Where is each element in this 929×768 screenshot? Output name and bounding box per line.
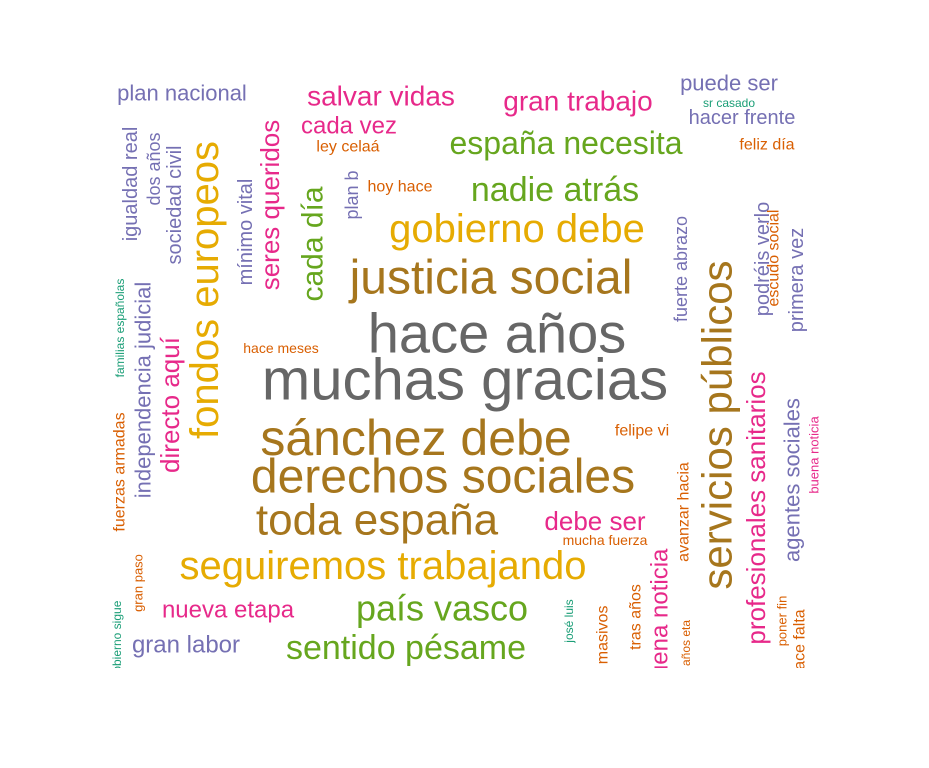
word-buena-noticia: buena noticia — [647, 548, 674, 668]
word-fuerte-abrazo: fuerte abrazo — [671, 216, 691, 322]
word-felipe-vi: felipe vi — [615, 423, 669, 440]
word-directo-aquí: directo aquí — [155, 336, 185, 473]
word-ley-celaá: ley celaá — [316, 139, 379, 156]
word-mínimo-vital: mínimo vital — [235, 179, 257, 286]
word-familias-españolas: familias españolas — [113, 279, 127, 378]
word-sánchez-debe: sánchez debe — [260, 410, 571, 466]
word-avanzar-hacia: avanzar hacia — [676, 462, 693, 562]
word-cloud-frame: muchas gracias hace años sánchez debe justi… — [105, 70, 835, 669]
word-seguiremos-trabajando: seguiremos trabajando — [180, 544, 587, 588]
word-país-vasco: país vasco — [356, 588, 528, 629]
word-servicios-públicos: servicios públicos — [694, 260, 741, 589]
word-agentes-sociales: agentes sociales — [780, 398, 805, 562]
word-hace-meses: hace meses — [243, 340, 318, 356]
word-plan-b: plan b — [342, 170, 362, 219]
word-sr-casado: sr casado — [703, 96, 755, 110]
word-profesionales-sanitarios: profesionales sanitarios — [741, 371, 771, 644]
word-muchas-gracias: muchas gracias — [262, 348, 668, 413]
word-independencia-judicial: independencia judicial — [131, 282, 156, 499]
word-escudo-social: escudo social — [766, 210, 783, 307]
word-josé-luis: josé luis — [562, 599, 576, 643]
word-feliz-día: feliz día — [739, 137, 794, 154]
word-sentido-pésame: sentido pésame — [286, 629, 526, 667]
word-podréis-verlo: podréis verlo — [752, 202, 774, 317]
word-igualdad-real: igualdad real — [120, 127, 142, 242]
word-toda-españa: toda españa — [256, 496, 499, 545]
word-derechos-sociales: derechos sociales — [251, 451, 635, 504]
word-fuerzas-armadas: fuerzas armadas — [112, 412, 129, 531]
word-gobierno-debe: gobierno debe — [389, 207, 645, 251]
word-hace-años: hace años — [368, 302, 626, 365]
word-puede-ser: puede ser — [680, 71, 778, 96]
word-españa-necesita: españa necesita — [449, 125, 682, 161]
word-salvar-vidas: salvar vidas — [307, 81, 455, 112]
word-gran-trabajo: gran trabajo — [503, 86, 652, 117]
word-primera-vez: primera vez — [786, 228, 808, 332]
word-años-eta: años eta — [679, 620, 693, 666]
word-hace-falta: hace falta — [792, 609, 809, 668]
word-nueva-etapa: nueva etapa — [162, 597, 295, 624]
word-poner-fin: poner fin — [775, 596, 790, 647]
word-test-masivos: test masivos — [595, 606, 612, 668]
word-hoy-hace: hoy hace — [368, 179, 433, 196]
word-plan-nacional: plan nacional — [117, 81, 247, 106]
word-justicia-social: justicia social — [348, 252, 633, 305]
word-tras-años: tras años — [628, 584, 645, 650]
word-buena-noticia: buena noticia — [807, 416, 822, 494]
word-cada-día: cada día — [297, 186, 330, 301]
word-gran-labor: gran labor — [132, 632, 240, 659]
word-gobierno-sigue: gobierno sigue — [110, 600, 124, 668]
word-dos-años: dos años — [144, 132, 164, 205]
word-fondos-europeos: fondos europeos — [183, 141, 227, 439]
word-mucha-fuerza: mucha fuerza — [563, 532, 648, 548]
word-gran-paso: gran paso — [131, 554, 146, 612]
word-sociedad-civil: sociedad civil — [164, 146, 186, 265]
word-debe-ser: debe ser — [544, 506, 646, 536]
word-seres-queridos: seres queridos — [255, 120, 285, 291]
word-cada-vez: cada vez — [301, 113, 397, 140]
word-hacer-frente: hacer frente — [689, 107, 796, 129]
word-nadie-atrás: nadie atrás — [471, 171, 639, 209]
